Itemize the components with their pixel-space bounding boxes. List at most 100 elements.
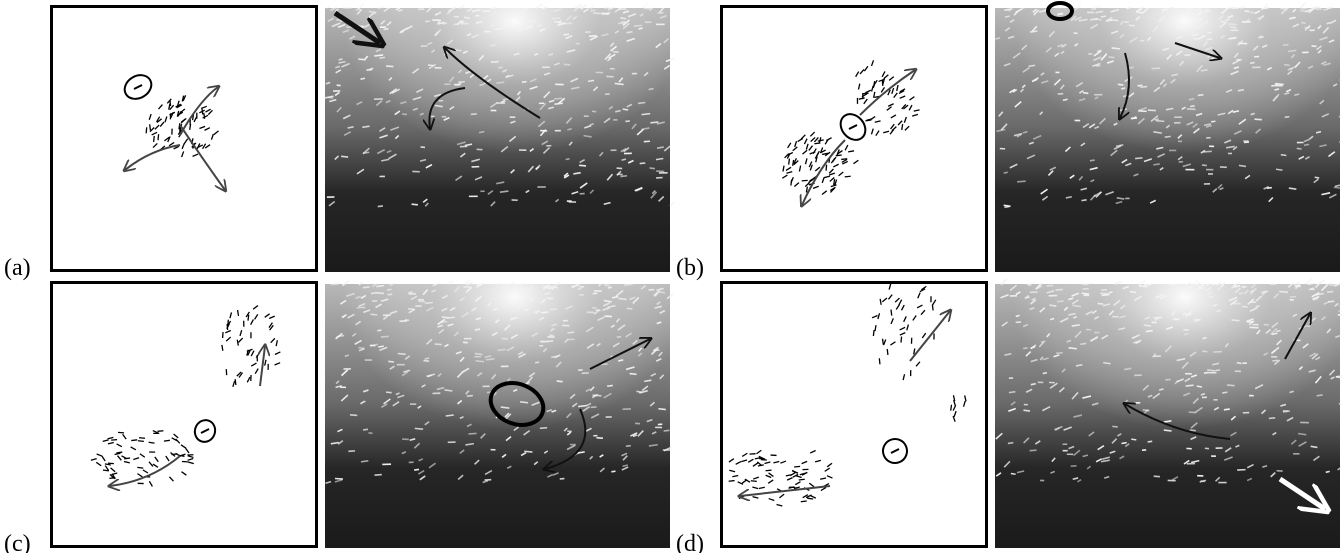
photo-fish bbox=[1131, 439, 1136, 440]
photo-fish bbox=[464, 17, 470, 18]
photo-fish bbox=[593, 13, 600, 14]
photo-fish bbox=[479, 132, 484, 133]
photo-fish bbox=[1017, 181, 1026, 182]
photo-fish bbox=[370, 314, 377, 315]
agent bbox=[845, 176, 851, 177]
photo-fish bbox=[1228, 24, 1237, 25]
photo-fish bbox=[1323, 9, 1327, 10]
photo-fish bbox=[1043, 373, 1047, 374]
photo-fish bbox=[564, 64, 571, 65]
agent bbox=[103, 470, 109, 471]
photo-fish bbox=[1239, 293, 1243, 294]
agent bbox=[873, 330, 874, 336]
photo-fish bbox=[1194, 27, 1202, 28]
photo-fish bbox=[620, 176, 627, 177]
photo-fish bbox=[491, 62, 499, 63]
agent bbox=[204, 113, 205, 119]
agent bbox=[164, 440, 170, 441]
agent bbox=[932, 305, 933, 311]
photo-fish bbox=[1103, 363, 1110, 364]
photo-fish bbox=[615, 83, 624, 84]
photo-fish bbox=[454, 24, 460, 25]
photo-fish bbox=[363, 152, 369, 153]
photo-fish bbox=[627, 308, 633, 309]
photo-fish bbox=[377, 330, 381, 331]
photo-fish bbox=[1238, 43, 1247, 44]
panel-label: (b) bbox=[676, 255, 704, 281]
photo-fish bbox=[467, 396, 473, 397]
agent bbox=[802, 180, 808, 181]
photo-fish bbox=[1057, 14, 1063, 15]
photo-fish bbox=[554, 98, 562, 99]
photo-fish bbox=[578, 289, 582, 290]
photo-fish bbox=[1083, 93, 1088, 94]
photo-fish bbox=[1298, 434, 1306, 435]
photo-fish bbox=[588, 80, 594, 81]
agent bbox=[138, 441, 144, 442]
agent bbox=[799, 479, 805, 480]
photo-fish bbox=[1153, 164, 1159, 165]
photo-fish bbox=[1238, 90, 1244, 91]
agent bbox=[807, 498, 813, 499]
photo-fish bbox=[649, 445, 658, 446]
photo-fish bbox=[1197, 386, 1202, 387]
photo-fish bbox=[540, 428, 547, 429]
photo-fish bbox=[1098, 303, 1104, 304]
photo-fish bbox=[1082, 284, 1088, 285]
photo-fish bbox=[1080, 343, 1086, 344]
photo-fish bbox=[604, 285, 610, 286]
photo-fish bbox=[423, 361, 429, 362]
photo-fish bbox=[1242, 307, 1247, 308]
photo-fish bbox=[620, 18, 626, 19]
agent bbox=[789, 159, 790, 165]
photo-fish bbox=[1170, 7, 1174, 8]
photo-fish bbox=[1193, 38, 1199, 39]
photo-fish bbox=[1136, 12, 1143, 13]
photo-fish bbox=[378, 346, 383, 347]
photo-fish bbox=[622, 159, 626, 160]
photo-fish bbox=[1206, 39, 1212, 40]
agent bbox=[836, 155, 842, 156]
photo-fish bbox=[618, 23, 625, 24]
photo-fish bbox=[1121, 88, 1125, 89]
agent bbox=[109, 478, 115, 479]
photo-fish bbox=[1261, 8, 1265, 9]
panel-label: (a) bbox=[4, 255, 31, 281]
photo-fish bbox=[1202, 351, 1207, 352]
photo-fish bbox=[1198, 95, 1204, 96]
sim-frame bbox=[722, 283, 987, 547]
photo-fish bbox=[496, 82, 504, 83]
photo-fish bbox=[504, 24, 511, 25]
photo-fish bbox=[1004, 205, 1011, 206]
photo-fish bbox=[607, 385, 613, 386]
photo-fish bbox=[1069, 348, 1077, 349]
photo-fish bbox=[623, 109, 628, 110]
agent bbox=[826, 165, 827, 171]
photo-fish bbox=[511, 318, 518, 319]
photo-fish bbox=[1016, 315, 1020, 316]
photo-fish bbox=[475, 329, 480, 330]
photo-fish bbox=[363, 429, 368, 430]
photo-fish bbox=[550, 287, 558, 288]
photo-fish bbox=[1283, 45, 1289, 46]
agent bbox=[794, 466, 800, 467]
photo-fish bbox=[454, 50, 462, 51]
photo-fish bbox=[1312, 46, 1317, 47]
photo-fish bbox=[1281, 155, 1287, 156]
agent bbox=[883, 339, 884, 345]
photo-fish bbox=[446, 415, 454, 416]
photo-fish bbox=[428, 65, 434, 66]
photo-fish bbox=[375, 475, 382, 476]
agent bbox=[149, 442, 155, 443]
photo-panel bbox=[995, 278, 1342, 548]
photo-fish bbox=[1250, 63, 1254, 64]
photo-fish bbox=[650, 168, 655, 169]
photo-fish bbox=[1183, 314, 1192, 315]
photo-fish bbox=[326, 6, 330, 8]
photo-fish bbox=[512, 282, 515, 284]
photo-fish bbox=[1317, 395, 1323, 396]
sim-frame bbox=[52, 7, 317, 271]
photo-fish bbox=[1189, 99, 1194, 100]
photo-fish bbox=[1279, 291, 1288, 292]
photo-fish bbox=[642, 114, 651, 115]
